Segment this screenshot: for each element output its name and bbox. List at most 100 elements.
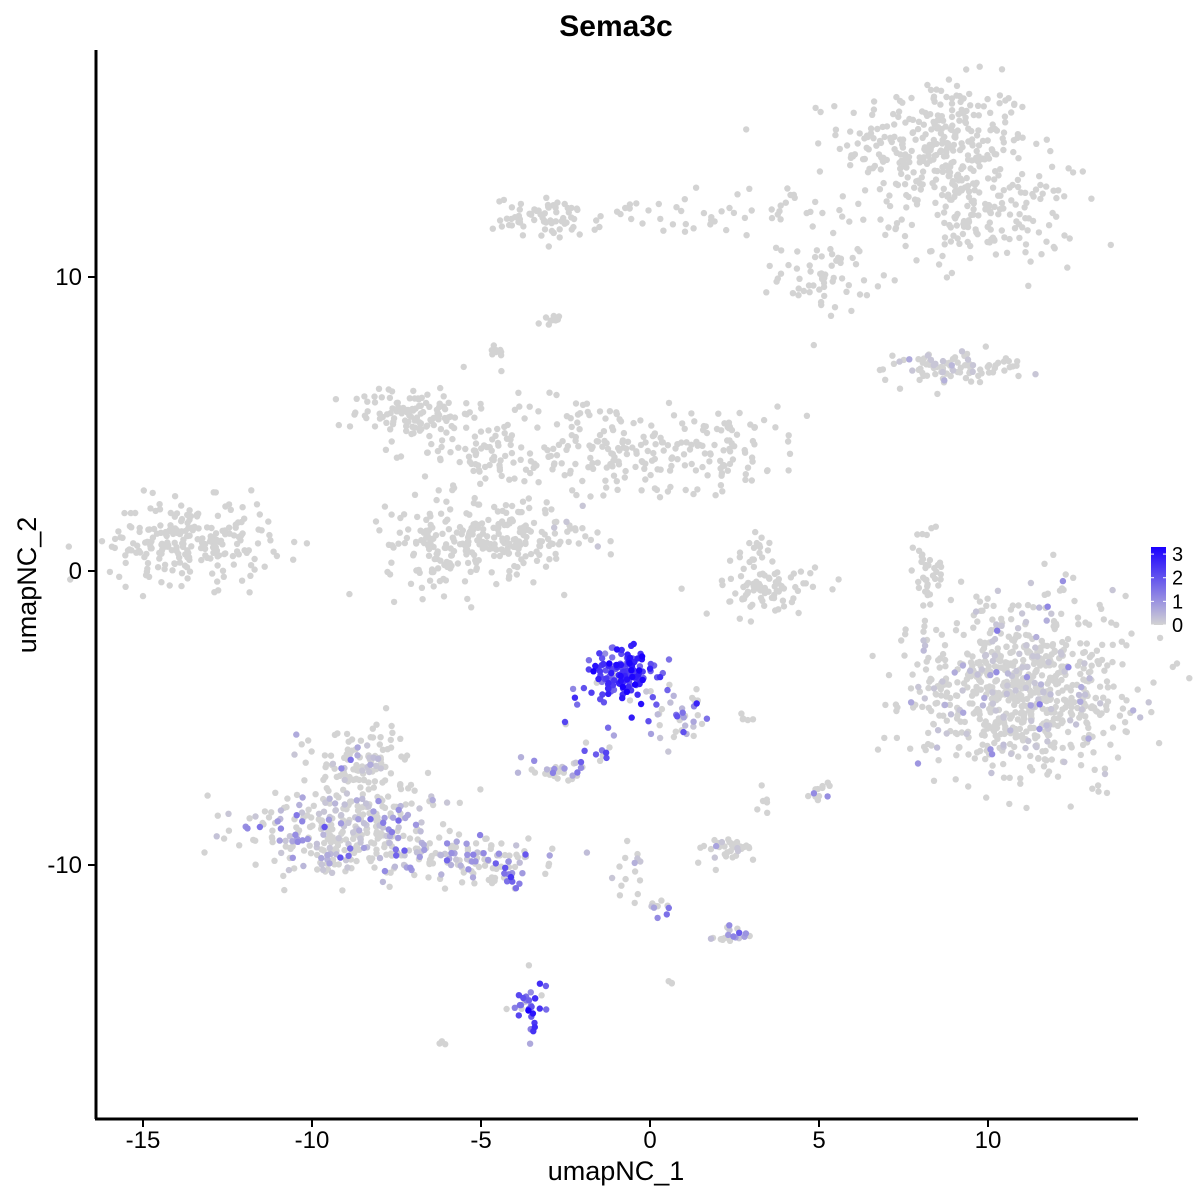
cell-point [608, 644, 616, 651]
cell-point [1074, 614, 1082, 621]
cell-point [343, 790, 351, 797]
cell-point [1038, 251, 1045, 258]
cell-point [863, 144, 870, 151]
cell-point [1067, 803, 1074, 810]
cell-point [516, 1001, 524, 1009]
cell-point [976, 708, 983, 715]
cell-point [970, 180, 977, 187]
cell-point [344, 864, 351, 871]
cell-point [418, 819, 425, 826]
cell-point [997, 166, 1004, 173]
cell-point [280, 872, 287, 880]
cell-point [436, 577, 444, 585]
cell-point [291, 865, 298, 872]
cell-point [1042, 653, 1050, 660]
cell-point [515, 389, 522, 396]
cell-point [939, 168, 946, 175]
cell-point [914, 760, 922, 767]
cell-point [343, 730, 351, 738]
cell-point [346, 590, 353, 598]
cell-point [789, 290, 797, 297]
cell-point [359, 811, 367, 818]
cell-point [657, 215, 664, 223]
cell-point [531, 460, 538, 467]
cell-point [388, 722, 395, 730]
cell-point [128, 547, 135, 554]
cell-point [310, 802, 317, 809]
cell-point [546, 852, 553, 859]
cell-point [184, 575, 191, 582]
cell-point [514, 769, 522, 776]
cell-point [308, 748, 315, 755]
cell-point [970, 710, 977, 717]
cell-point [952, 776, 959, 783]
cell-point [410, 550, 418, 557]
cell-point [575, 540, 582, 547]
cell-point [707, 845, 715, 853]
cell-point [490, 524, 497, 531]
cell-point [811, 253, 819, 261]
cell-point [445, 414, 452, 421]
cell-point [285, 866, 293, 874]
cell-point [494, 425, 501, 433]
cell-point [526, 450, 534, 457]
cell-point [985, 663, 992, 670]
cell-point [1037, 195, 1044, 203]
cell-point [1000, 774, 1008, 781]
cell-point [381, 503, 389, 510]
cell-point [447, 506, 454, 513]
cell-point [378, 394, 385, 401]
cell-point [384, 793, 392, 800]
cell-point [754, 806, 761, 813]
cell-point [204, 792, 211, 799]
cell-point [929, 180, 936, 187]
cell-point [1011, 225, 1019, 232]
cell-point [576, 410, 584, 417]
cell-point [874, 746, 882, 753]
cell-point [195, 525, 202, 532]
cell-point [777, 216, 784, 223]
cell-point [914, 661, 921, 668]
cell-point [476, 831, 484, 839]
cell-point [247, 572, 254, 579]
cell-point [927, 707, 935, 715]
cell-point [365, 786, 372, 793]
cell-point [699, 442, 706, 449]
cell-point [797, 568, 805, 575]
cell-point [248, 487, 255, 494]
cell-point [596, 650, 603, 657]
cell-point [438, 443, 445, 451]
cell-point [491, 544, 498, 552]
cell-point [1003, 690, 1010, 697]
cell-point [982, 651, 990, 659]
cell-point [697, 844, 704, 851]
cell-point [812, 198, 819, 206]
cell-point [1040, 763, 1048, 770]
cell-point [989, 700, 997, 707]
cell-point [538, 528, 545, 536]
cell-point [1011, 680, 1019, 687]
cell-point [924, 81, 931, 89]
cell-point [1087, 668, 1094, 675]
cell-point [944, 140, 952, 147]
cell-point [122, 559, 129, 567]
cell-point [387, 770, 395, 777]
cell-point [594, 459, 601, 466]
cell-point [353, 857, 360, 865]
cell-point [989, 657, 996, 665]
cell-point [955, 177, 962, 184]
cell-point [549, 769, 557, 776]
cell-point [523, 533, 530, 541]
cell-point [538, 992, 545, 999]
cell-point [437, 384, 444, 392]
cell-point [886, 192, 893, 199]
cell-point [599, 691, 606, 698]
cell-point [106, 568, 114, 576]
cell-point [405, 418, 412, 426]
cell-point [907, 685, 915, 692]
cell-point [1094, 782, 1102, 789]
cell-point [323, 761, 330, 768]
x-tick-label: -15 [126, 1127, 161, 1154]
cell-point [300, 862, 307, 870]
cell-point [908, 567, 915, 574]
